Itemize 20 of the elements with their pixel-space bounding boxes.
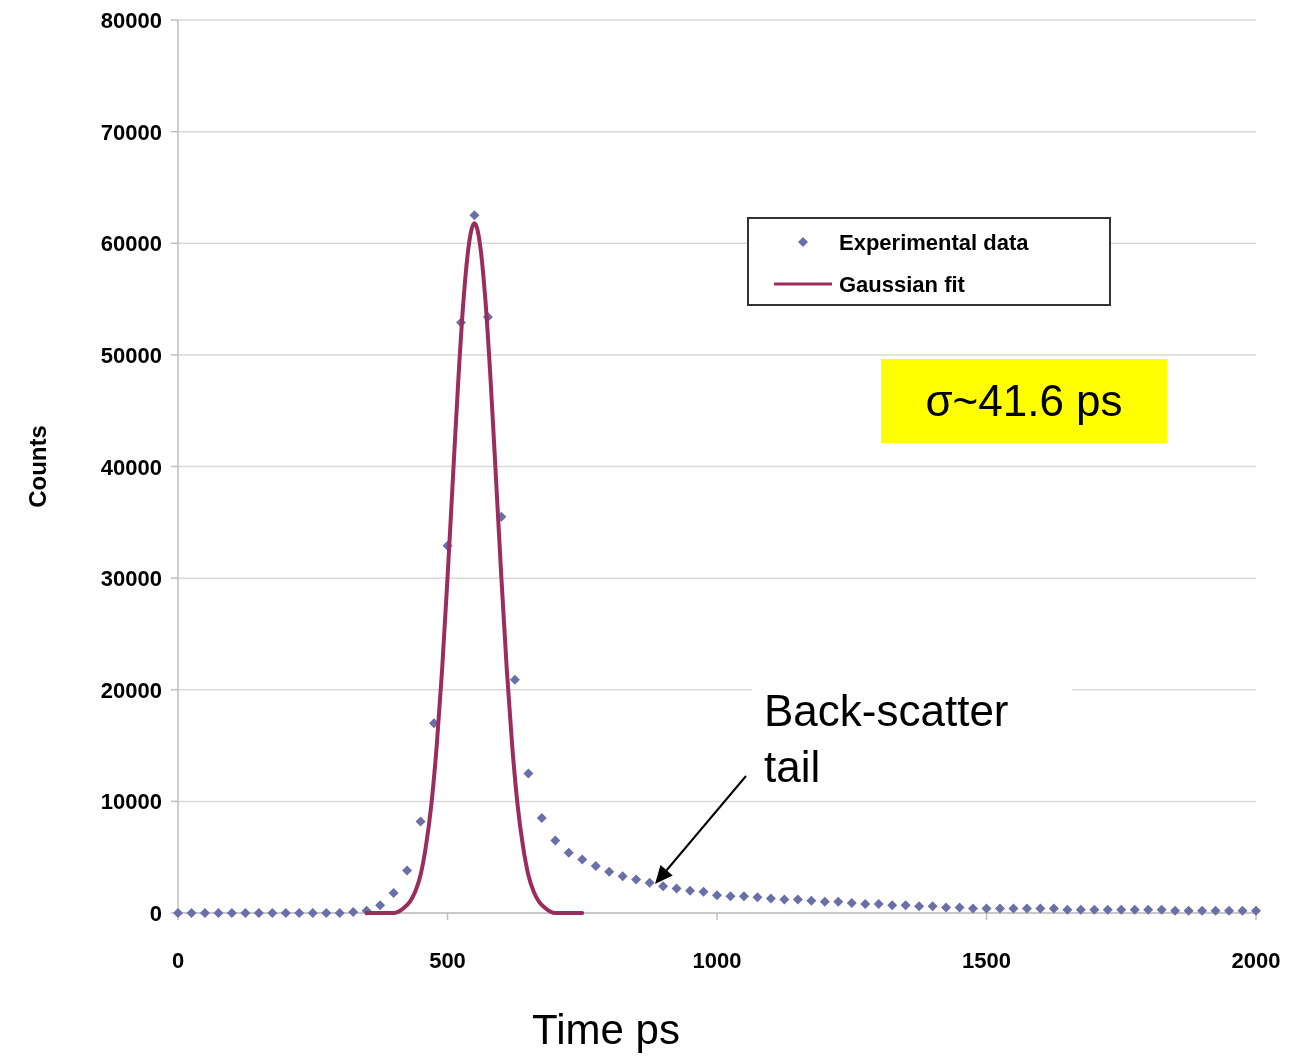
annotation: Back-scatter tail [764, 686, 1009, 791]
y-tick-label: 10000 [100, 789, 162, 815]
x-tick-label: 1000 [692, 948, 742, 973]
y-axis-title: Counts [24, 425, 51, 508]
y-tick-label: 60000 [100, 231, 162, 257]
y-tick-label: 50000 [100, 342, 162, 368]
legend-label: Experimental data [839, 230, 1030, 255]
x-tick-label: 0 [171, 948, 185, 973]
y-tick-label: 80000 [100, 8, 162, 33]
annotation: σ~41.6 ps [925, 376, 1123, 425]
y-tick-label: 30000 [100, 566, 162, 592]
x-tick-label: 500 [429, 948, 466, 973]
x-axis-title: Time ps [532, 1006, 680, 1053]
x-tick-label: 1500 [962, 948, 1011, 973]
y-tick-label: 20000 [100, 677, 162, 703]
y-tick-label: 40000 [100, 454, 162, 480]
legend-label: Gaussian fit [839, 272, 966, 297]
y-tick-label: 0 [149, 901, 162, 926]
x-tick-label: 2000 [1231, 948, 1281, 973]
y-tick-label: 70000 [100, 119, 162, 145]
